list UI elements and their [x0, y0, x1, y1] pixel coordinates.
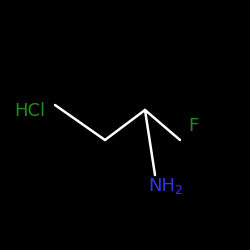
Text: HCl: HCl: [14, 102, 45, 120]
Text: NH: NH: [149, 177, 176, 195]
Text: 2: 2: [174, 184, 182, 197]
Text: F: F: [189, 117, 199, 135]
